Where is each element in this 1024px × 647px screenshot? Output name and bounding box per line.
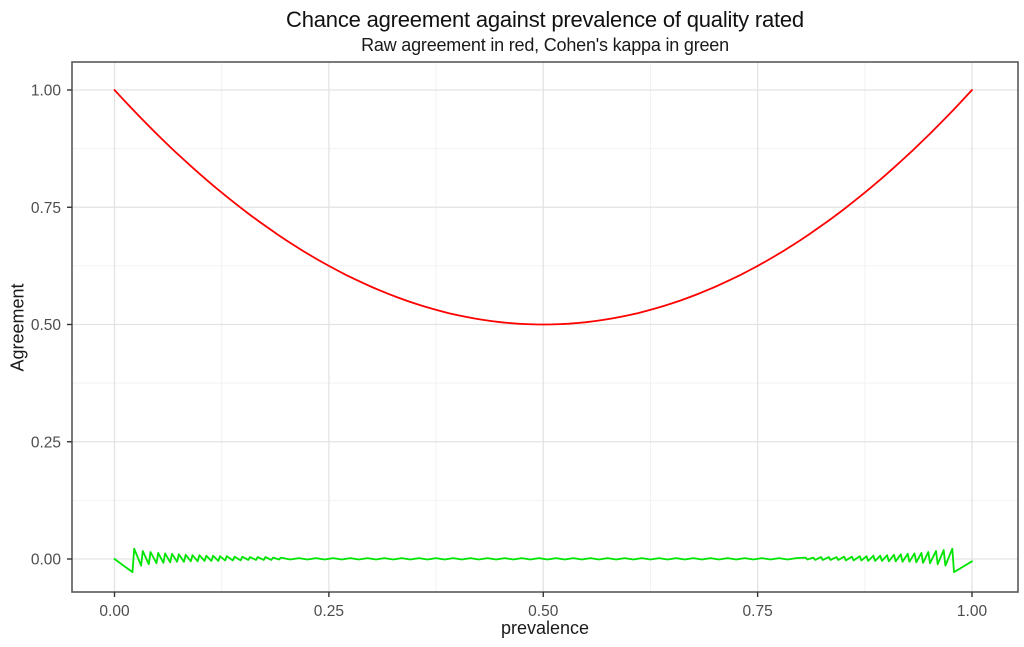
- x-tick-label: 1.00: [957, 603, 988, 620]
- panel-background: [72, 62, 1018, 592]
- y-tick-label: 0.00: [31, 552, 62, 569]
- raw-agreement-line: [113, 89, 973, 326]
- x-axis-title: prevalence: [500, 618, 590, 638]
- y-axis-title: Agreement: [7, 283, 28, 372]
- y-tick-label: 1.00: [31, 83, 62, 100]
- panel-border: [71, 61, 1019, 593]
- y-tick-label: 0.75: [31, 200, 61, 217]
- x-tick-label: 0.50: [528, 603, 559, 620]
- x-tick-label: 0.00: [99, 603, 130, 620]
- y-tick-label: 0.50: [31, 317, 62, 334]
- x-tick-label: 0.25: [314, 603, 344, 620]
- chart-title: Chance agreement against prevalence of q…: [286, 7, 804, 32]
- kappa-line: [113, 547, 973, 573]
- y-tick-label: 0.25: [31, 434, 61, 451]
- chart-subtitle: Raw agreement in red, Cohen's kappa in g…: [361, 35, 729, 55]
- x-tick-label: 0.75: [743, 603, 773, 620]
